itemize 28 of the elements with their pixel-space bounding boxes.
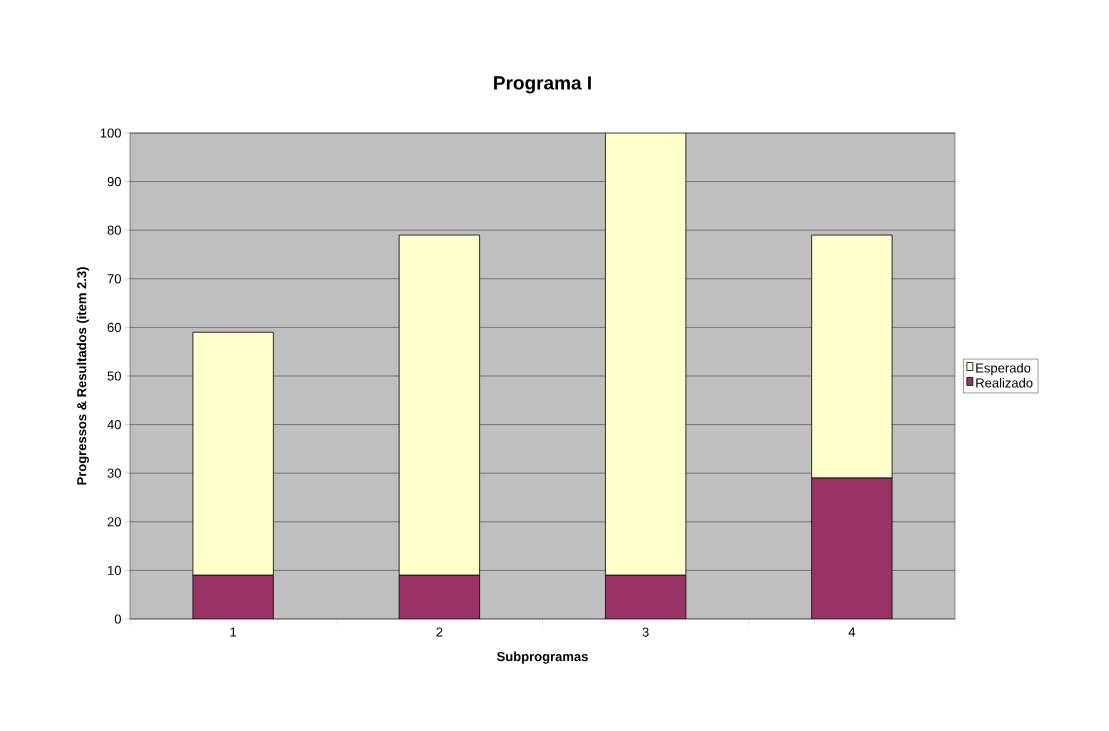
- bar: [398, 574, 480, 619]
- y-tick-label: 20: [107, 517, 121, 527]
- y-axis-title: Progressos & Resultados (item 2.3): [76, 267, 89, 485]
- bar: [192, 574, 274, 619]
- bar: [811, 477, 893, 619]
- y-tick-label: 10: [108, 565, 121, 575]
- x-tick-label: 1: [230, 627, 237, 637]
- legend-label: Esperado: [976, 363, 1031, 376]
- y-tick-label: 70: [107, 274, 121, 284]
- y-tick-label: 50: [107, 371, 121, 381]
- x-axis-title: Subprogramas: [497, 651, 588, 664]
- y-tick-label: 30: [107, 468, 121, 478]
- bar: [605, 132, 687, 576]
- bar: [605, 574, 687, 619]
- bar: [192, 331, 274, 576]
- bar: [811, 234, 893, 479]
- x-tick-label: 4: [848, 627, 856, 637]
- x-tick-label: 3: [642, 627, 649, 637]
- x-tick-label: 2: [436, 627, 443, 637]
- chart-title: Programa I: [494, 76, 591, 94]
- y-tick-label: 0: [114, 614, 121, 624]
- y-tick-label: 60: [107, 322, 121, 332]
- y-tick-label: 40: [107, 419, 121, 430]
- bar: [398, 234, 480, 576]
- y-tick-label: 80: [107, 225, 121, 235]
- y-tick-label: 100: [100, 128, 121, 138]
- legend-label: Realizado: [976, 377, 1033, 388]
- y-tick-label: 90: [107, 176, 121, 187]
